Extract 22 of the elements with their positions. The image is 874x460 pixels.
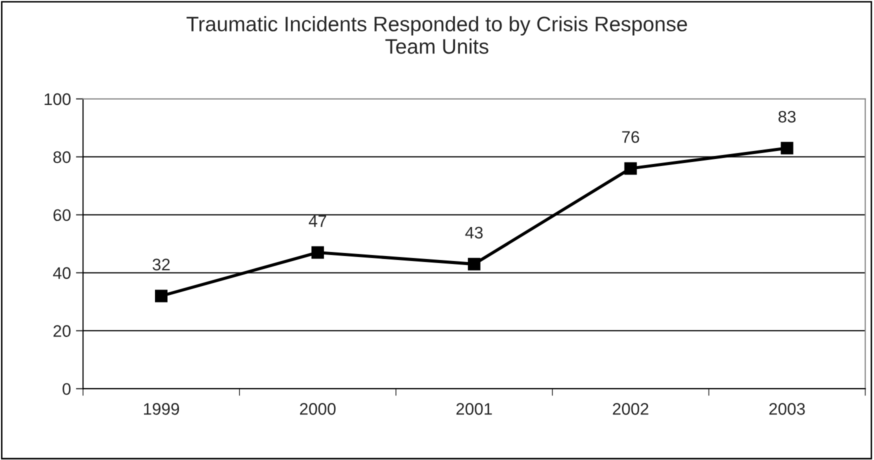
data-label: 32 [152, 258, 170, 270]
x-tick-label: 2001 [456, 403, 492, 415]
x-tick-label: 2000 [300, 403, 336, 415]
point [155, 290, 168, 302]
data-label: 76 [622, 131, 640, 143]
y-tick-label: 20 [54, 325, 71, 337]
point [624, 162, 637, 175]
x-tick-label: 1999 [144, 403, 180, 415]
y-tick-label: 100 [44, 93, 71, 106]
point [468, 258, 480, 270]
data-label: 47 [308, 215, 326, 227]
y-tick-label: 40 [53, 267, 71, 279]
x-tick-label: 2002 [612, 403, 648, 415]
y-tick-label: 80 [53, 151, 71, 164]
point [311, 246, 324, 259]
data-label: 83 [778, 110, 796, 123]
data-label: 43 [465, 226, 483, 239]
point [780, 142, 794, 154]
x-tick-label: 2003 [769, 403, 805, 415]
y-tick-label: 0 [62, 383, 71, 395]
y-tick-label: 60 [54, 209, 71, 222]
chart-title: Traumatic Incidents Responded to by Crisis Response Team Units [186, 16, 687, 54]
